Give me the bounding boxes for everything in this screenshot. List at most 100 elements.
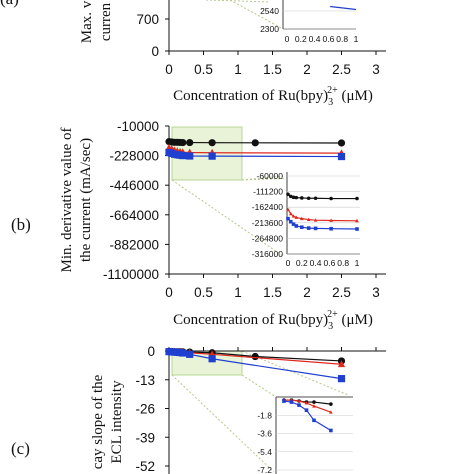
panel-b-inset-point-black-3 [294,195,299,200]
panel-c-inset-point-red-5 [329,410,333,414]
panel-c-inset-point-red-4 [312,404,316,408]
panel-b-inset-point-blue-8 [355,227,359,231]
panel-b-point-black-9 [337,139,346,147]
panel-a-y-tick-label: 0 [151,44,159,59]
panel-b-x-tick-label: 0 [165,285,173,300]
panel-a-inset-series-blue-line [330,5,357,11]
panel-b-inset-point-black-5 [306,196,311,201]
panel-a-x-tick-label: 2.5 [332,62,351,77]
panel-a-zoom-guide [205,0,271,3]
panel-b-inset-point-blue-5 [306,226,311,230]
panel-b-x-tick-label: 1 [234,285,242,300]
panel-b-inset-x-tick-label: 1 [355,258,360,268]
panel-a-inset-x-tick-label: 0.2 [295,34,307,44]
panel-b-point-blue-5 [179,152,187,160]
panel-c-point-blue-5 [179,349,187,357]
panel-a-inset-x-tick-label: 0.6 [322,34,334,44]
panel-c-inset-bg [274,395,359,474]
panel-a-y-tick-label: 700 [136,12,159,27]
panel-a-x-tick-label: 1 [234,62,242,77]
panel-c-zoom-guide [241,374,277,398]
panel-b-inset-y-tick-label: -213600 [252,218,283,228]
panel-c-point-blue-6 [186,350,194,358]
panel-b-inset-point-blue-4 [300,225,304,229]
panel-b-inset-x-tick-label: 0.6 [323,258,335,268]
panel-b-inset-point-blue-1 [288,219,293,224]
panel-b-point-black-6 [186,138,194,147]
panel-a-ylabel-line2: curren [98,2,114,41]
panel-c [165,347,386,474]
panel-b-inset-y-tick-label: -316000 [252,249,283,259]
panel-b-x-tick-label: 3 [372,285,380,300]
panel-b-label: (b) [11,215,31,234]
panel-c-inset-point-blue-3 [304,408,309,412]
panel-b-zoom-guide [171,179,284,257]
panel-c-inset-point-black-4 [312,400,316,404]
panel-a-x-tick-label: 0 [165,62,173,77]
panel-b-inset-point-black-2 [291,195,296,200]
panel-c-inset-point-blue-2 [297,403,301,407]
panel-b-point-black-7 [208,139,216,147]
panel-b-y-tick-label: -664000 [109,208,159,223]
panel-a-x-tick-label: 3 [372,62,380,77]
panel-b-inset-point-red-2 [291,214,296,218]
panel-b-inset-point-blue-3 [294,224,299,228]
panel-b-x-tick-label: 1.5 [263,285,282,300]
panel-b-xlabel: Concentration of Ru(bpy)32+ (μM) [173,309,373,332]
panel-b-inset-point-black-6 [313,196,318,201]
panel-b-x-tick-label: 2 [303,285,311,300]
panel-b-inset-point-red-0 [286,207,290,211]
panel-b-inset-x-tick-label: 0.2 [296,258,308,268]
panel-b-inset [284,170,369,258]
panel-b-inset-point-blue-6 [313,226,318,231]
panel-b-inset-point-black-8 [355,196,359,201]
panel-c-inset-point-black-5 [329,402,333,406]
panel-c-point-blue-8 [337,375,346,383]
panel-a-ylabel-line1: Max. v [79,0,95,43]
panel-c-point-black-8 [251,352,259,361]
panel-c-zoom-guide [171,374,277,474]
panel-b-inset-point-red-6 [313,218,318,222]
panel-c-inset-point-red-3 [304,401,309,405]
panel-b-inset-point-red-3 [294,215,299,219]
panel-c-inset-series-red-line [284,399,332,413]
panel-c-inset-point-blue-4 [312,418,316,423]
panel-b-inset-x-tick-label: 0 [286,258,291,268]
panel-a-label: (a) [0,0,19,8]
panel-b-ylabel-line1: Min. derivative value of [59,128,75,273]
panel-b-inset-point-red-4 [300,216,304,221]
panel-c-y-tick-label: -52 [135,459,155,474]
panel-c-label: (c) [11,439,30,458]
panel-b-point-blue-6 [186,152,194,160]
panel-b-inset-point-red-8 [355,218,359,223]
panel-a-xlabel: Concentration of Ru(bpy)32+ (μM) [173,85,373,108]
panel-a-inset-x-tick-label: 0.4 [309,34,321,44]
panel-b-y-tick-label: -446000 [109,178,159,193]
panel-c-inset-point-red-2 [297,399,301,403]
panel-c-inset-point-blue-1 [289,400,294,404]
panel-c-inset-y-tick-label: -5.4 [257,447,272,457]
panel-b-x-tick-label: 2.5 [332,285,351,300]
panel-b-inset-point-blue-7 [329,226,333,231]
panel-a-inset-x-tick-label: 1 [354,34,359,44]
panel-a-x-tick-label: 0.5 [194,62,213,77]
panel-b-ylabel-line2: the current (mA/sec) [78,138,94,262]
panel-a-inset-y-tick-label: 2540 [260,6,279,16]
panel-a-inset-x-tick-label: 0 [285,34,290,44]
panel-c-ylabel-line2: ECL intensity [109,380,125,464]
panel-b-point-black-5 [179,138,187,147]
panel-c-point-blue-7 [208,355,216,363]
panel-c-y-tick-label: -26 [135,402,155,417]
panel-a-inset-y-tick-label: 2300 [260,24,279,34]
panel-b [165,125,386,278]
panel-b-inset-point-red-7 [329,218,333,222]
panel-a-inset-x-tick-label: 0.8 [336,34,348,44]
panel-b-inset-x-tick-label: 0.8 [337,258,349,268]
panel-b-x-tick-label: 0.5 [194,285,213,300]
panel-b-inset-bg [284,170,369,258]
panel-b-inset-y-tick-label: -162400 [252,202,283,212]
panel-c-inset-y-tick-label: -3.6 [257,429,272,439]
panel-b-inset-point-black-0 [286,192,290,197]
panel-c-inset [274,395,359,474]
